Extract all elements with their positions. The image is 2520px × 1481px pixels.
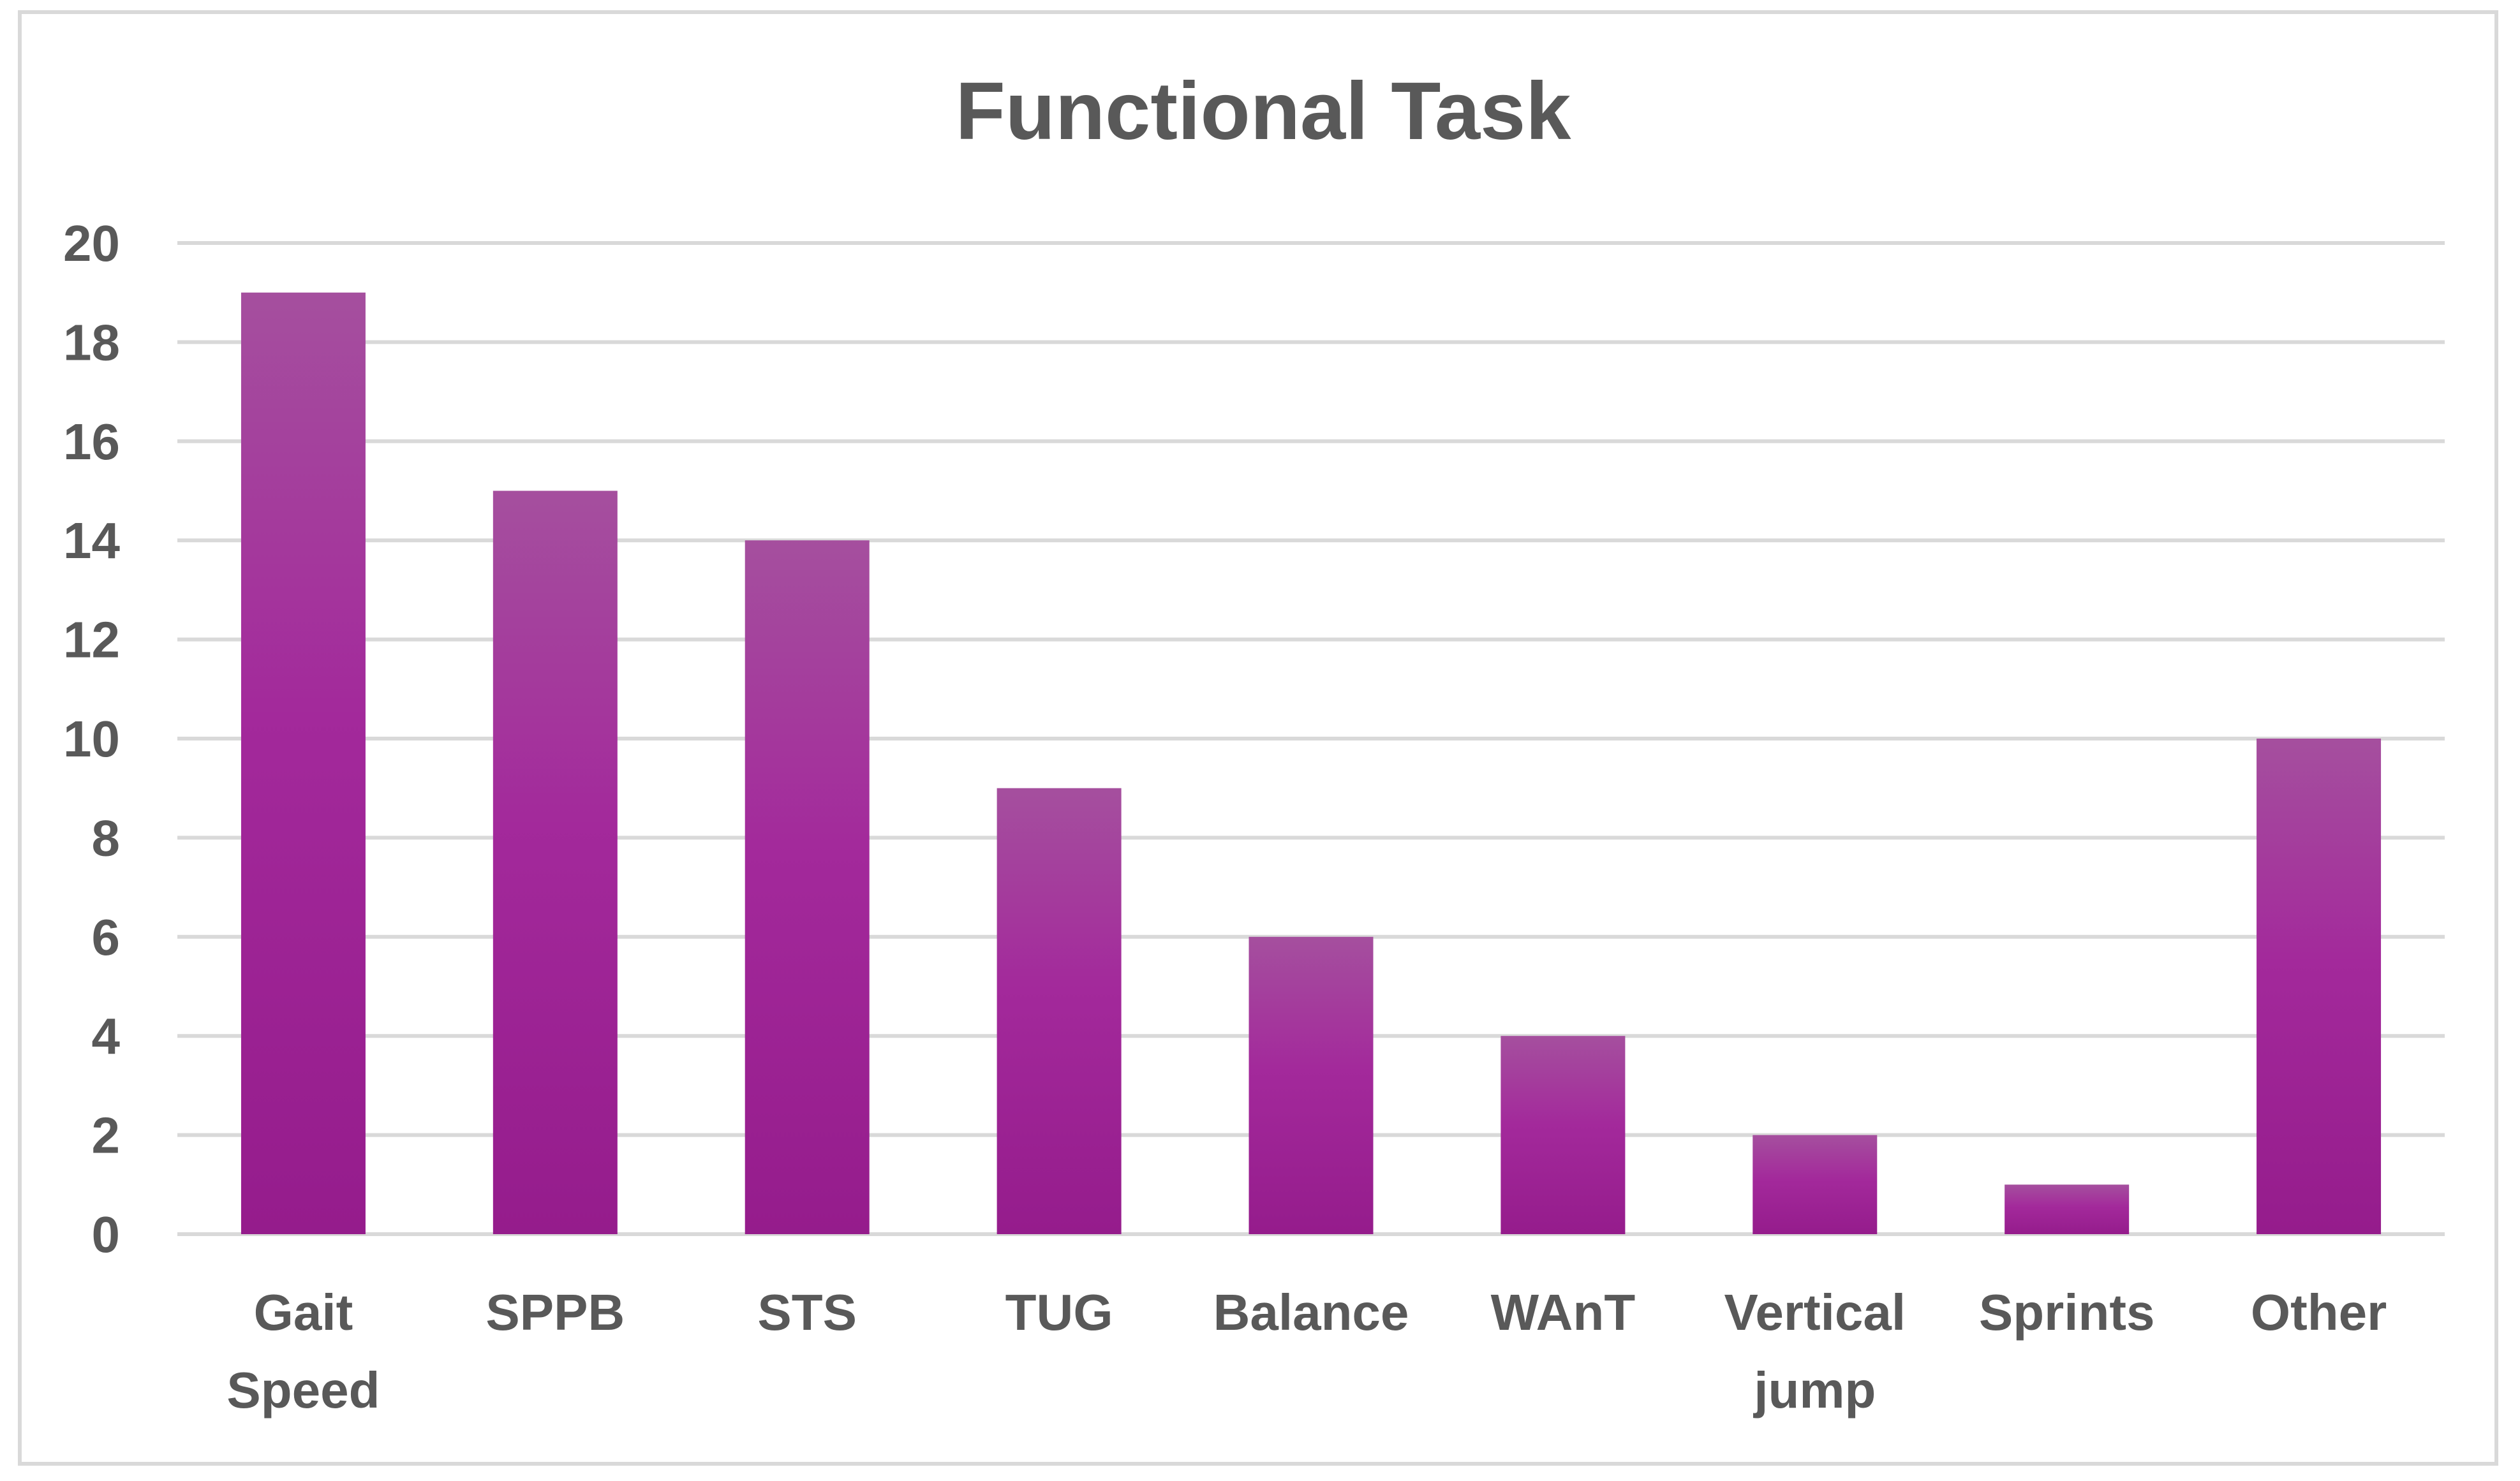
bar-vertical-jump (1753, 1135, 1878, 1234)
x-category-label: WAnT (1491, 1284, 1636, 1341)
bar-sts (745, 540, 870, 1235)
y-tick-label: 12 (63, 612, 120, 668)
bar-gait-speed (241, 292, 366, 1235)
x-category-label-line: Gait (254, 1284, 353, 1341)
bar-sppb (493, 490, 618, 1234)
y-tick-label: 14 (63, 512, 120, 569)
bar-balance (1249, 936, 1374, 1234)
x-category-label-line: TUG (1005, 1284, 1113, 1341)
x-category-label-line: Other (2251, 1284, 2387, 1341)
y-tick-label: 18 (63, 314, 120, 371)
x-category-label-line: Sprints (1979, 1284, 2155, 1341)
chart-title: Functional Task (956, 66, 1572, 157)
bars (241, 292, 2382, 1235)
x-category-label-line: jump (1753, 1362, 1876, 1418)
x-category-label-line: Balance (1213, 1284, 1409, 1341)
x-category-label-line: WAnT (1491, 1284, 1636, 1341)
x-category-label: Other (2251, 1284, 2387, 1341)
x-category-label: STS (757, 1284, 857, 1341)
bar-other (2257, 739, 2382, 1234)
x-category-label: Gait Speed (226, 1284, 380, 1418)
bar-want (1501, 1036, 1626, 1234)
y-tick-label: 4 (92, 1008, 121, 1065)
bar-sprints (2005, 1184, 2130, 1234)
y-tick-label: 2 (92, 1107, 121, 1164)
y-tick-label: 16 (63, 413, 120, 470)
bar-tug (997, 788, 1122, 1234)
y-tick-label: 20 (63, 215, 120, 272)
y-tick-label: 8 (92, 809, 121, 866)
x-axis-category-labels: Gait Speed SPPB STS TUG Balance WAnT Vertical ju… (226, 1284, 2387, 1418)
x-category-label: Sprints (1979, 1284, 2155, 1341)
x-category-label: Balance (1213, 1284, 1409, 1341)
x-category-label: Vertical jump (1724, 1284, 1906, 1418)
x-category-label-line: SPPB (485, 1284, 625, 1341)
y-tick-label: 6 (92, 909, 121, 966)
y-tick-label: 10 (63, 711, 120, 767)
x-category-label-line: Speed (226, 1362, 380, 1418)
x-category-label-line: STS (757, 1284, 857, 1341)
x-category-label: SPPB (485, 1284, 625, 1341)
y-tick-label: 0 (92, 1206, 121, 1263)
x-category-label-line: Vertical (1724, 1284, 1906, 1341)
y-axis-tick-labels: 0 2 4 6 8 10 12 14 16 18 20 (63, 215, 120, 1263)
x-category-label: TUG (1005, 1284, 1113, 1341)
